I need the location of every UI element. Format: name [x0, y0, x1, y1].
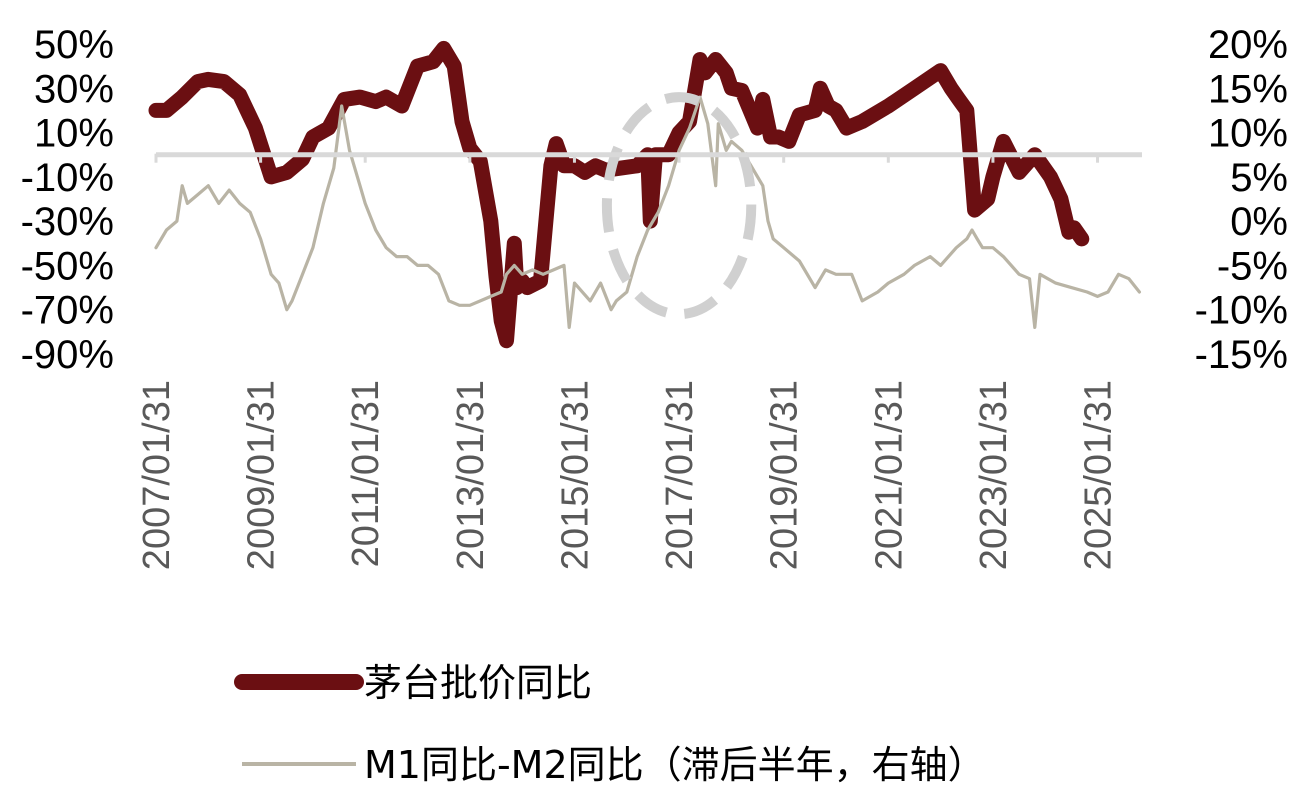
x-axis-tick-label: 2023/01/31 — [973, 380, 1015, 570]
series-line-2 — [154, 95, 1142, 329]
left-axis-tick-label: 50% — [34, 23, 114, 67]
right-axis-tick-label: 10% — [1208, 112, 1288, 156]
right-axis-tick-label: 15% — [1208, 67, 1288, 111]
x-axis-tick-label: 2011/01/31 — [345, 380, 387, 567]
left-axis-tick-label: -30% — [21, 200, 114, 244]
left-axis-tick-label: -50% — [21, 244, 114, 288]
axes: 50%30%10%-10%-30%-50%-70%-90%20%15%10%5%… — [21, 23, 1288, 570]
x-axis-tick-label: 2013/01/31 — [450, 380, 492, 570]
left-axis-tick-label: 10% — [34, 112, 114, 156]
right-axis-tick-label: 5% — [1230, 156, 1288, 200]
highlight-ellipse — [601, 92, 757, 320]
left-axis-tick-label: 30% — [34, 67, 114, 111]
right-axis-tick-label: 0% — [1230, 200, 1288, 244]
x-axis-tick-label: 2015/01/31 — [554, 380, 596, 570]
right-axis-tick-label: -5% — [1217, 244, 1288, 288]
x-axis-tick-label: 2025/01/31 — [1078, 380, 1120, 570]
x-axis-tick-label: 2017/01/31 — [659, 380, 701, 570]
series-line-1 — [148, 40, 1090, 349]
legend: 茅台批价同比 M1同比-M2同比（滞后半年，右轴） — [234, 661, 986, 787]
x-axis-tick-label: 2021/01/31 — [868, 380, 910, 570]
right-axis-tick-label: 20% — [1208, 23, 1288, 67]
right-axis-tick-label: -15% — [1195, 333, 1288, 377]
left-axis-tick-label: -10% — [21, 156, 114, 200]
x-axis-tick-label: 2009/01/31 — [241, 380, 283, 570]
left-axis-tick-label: -70% — [21, 289, 114, 333]
left-axis-tick-label: -90% — [21, 333, 114, 377]
x-axis-tick-label: 2007/01/31 — [136, 380, 178, 570]
legend-label-series-1: 茅台批价同比 — [364, 661, 592, 705]
x-axis-tick-label: 2019/01/31 — [764, 380, 806, 570]
right-axis-tick-label: -10% — [1195, 289, 1288, 333]
legend-label-series-2: M1同比-M2同比（滞后半年，右轴） — [364, 743, 986, 787]
plot-area — [148, 40, 1142, 349]
